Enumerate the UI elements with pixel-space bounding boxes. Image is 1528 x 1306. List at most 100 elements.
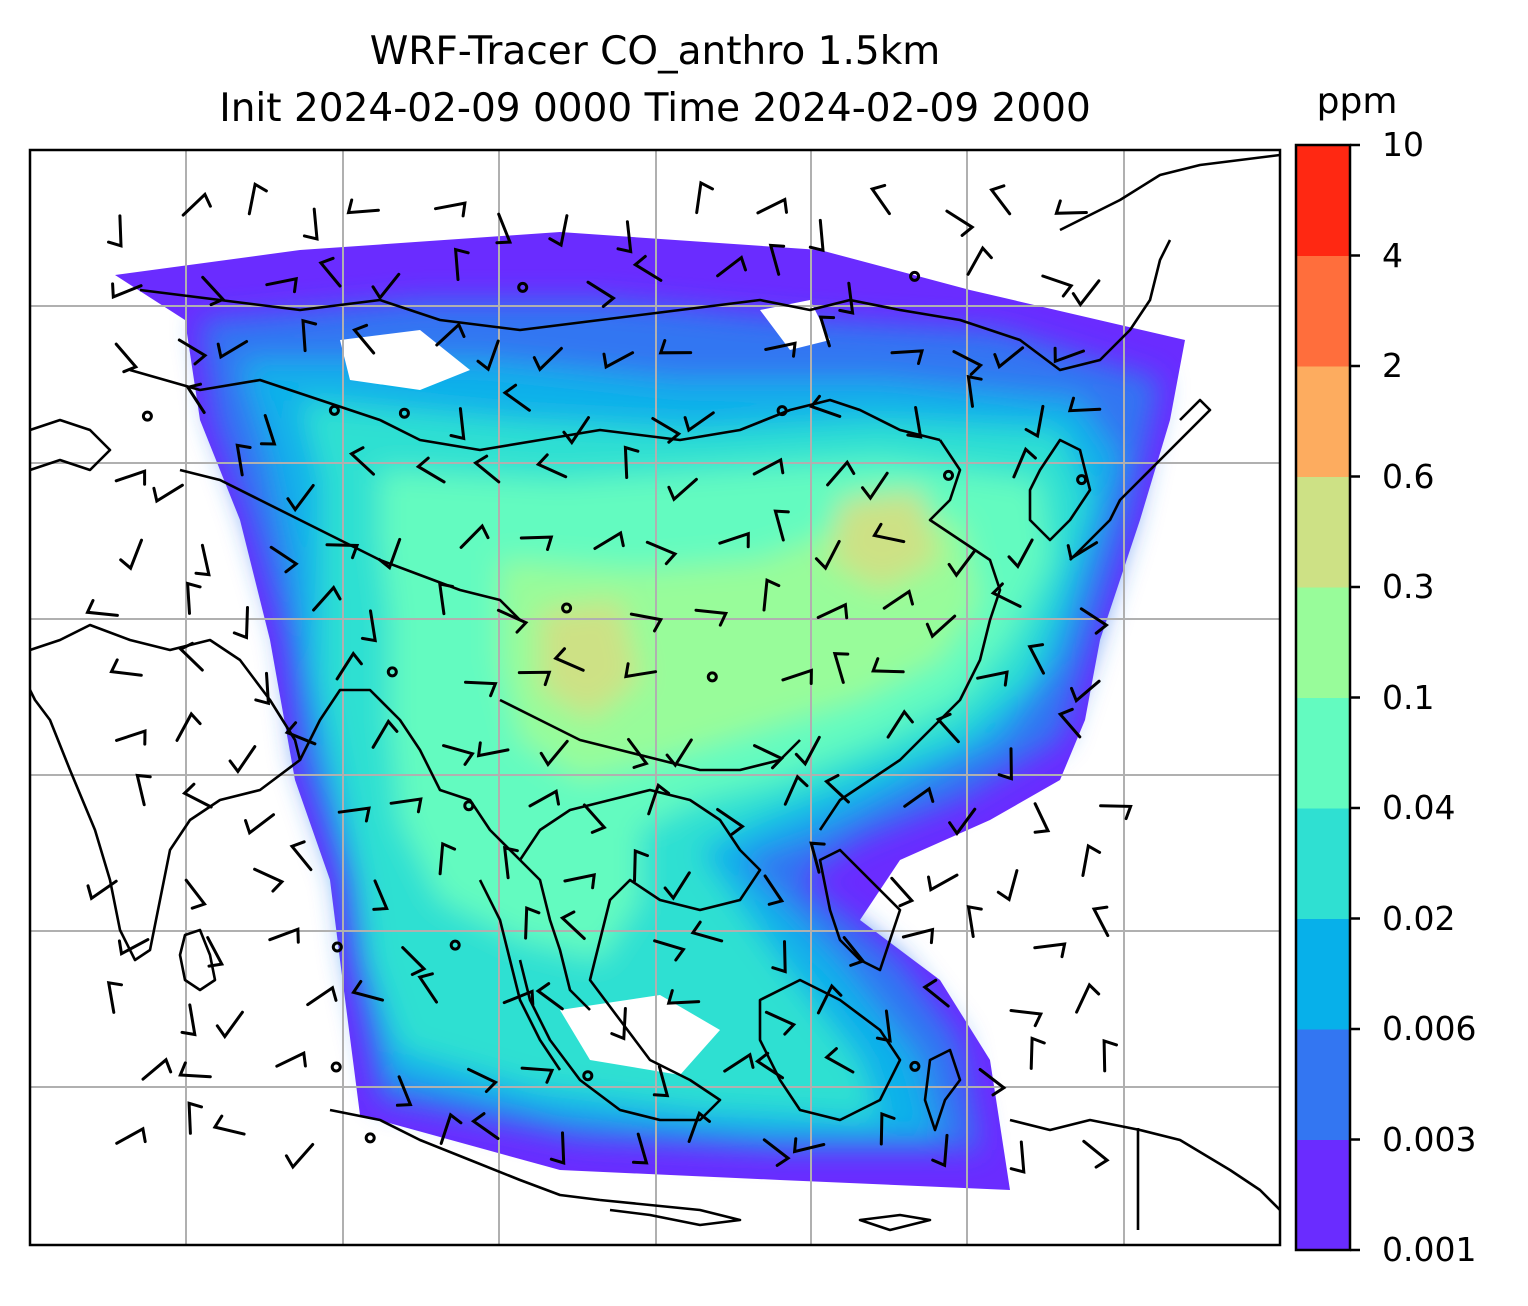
wind-barb <box>351 980 384 1002</box>
wind-barb <box>723 1052 755 1073</box>
wind-barb <box>651 417 682 444</box>
wind-barb <box>945 209 975 237</box>
wind-barb <box>1041 274 1074 298</box>
wind-barb <box>901 927 935 945</box>
colorbar-tick-label: 2 <box>1382 346 1403 385</box>
wind-barb <box>449 407 466 441</box>
wind-barb <box>623 445 640 479</box>
wind-barb <box>762 577 781 612</box>
wind-barb <box>115 729 147 746</box>
wind-barb <box>206 936 225 968</box>
wind-barb <box>586 280 616 308</box>
wind-barb <box>632 1132 649 1165</box>
wind-barb <box>337 806 371 823</box>
tracer-gap-south <box>560 995 720 1075</box>
wind-barb <box>666 989 701 1005</box>
wind-barb <box>275 1050 307 1068</box>
wind-barb <box>966 904 983 938</box>
wind-barb <box>861 471 889 501</box>
wind-barb <box>115 1126 147 1145</box>
wind-barb <box>395 1075 413 1107</box>
wind-barb <box>232 606 249 640</box>
wind-barb <box>1102 1038 1118 1073</box>
wind-barb <box>990 582 1022 608</box>
border-central-asia <box>129 368 941 452</box>
wind-barb <box>371 272 401 301</box>
wind-barb <box>178 641 204 672</box>
colorbar-segment <box>1296 255 1350 367</box>
wind-barb <box>442 744 475 766</box>
wind-barb <box>194 543 211 577</box>
wind-barb <box>476 741 510 758</box>
calm-marker <box>330 1061 342 1073</box>
wind-barb <box>439 1112 463 1145</box>
wind-barb <box>502 989 535 1006</box>
wind-barb <box>716 808 745 836</box>
wind-barb <box>553 647 585 672</box>
wind-barb <box>886 709 914 739</box>
wind-barb <box>823 773 850 804</box>
wind-barb <box>114 342 139 374</box>
colorbar-segment <box>1296 1029 1350 1140</box>
coast-java <box>599 1198 742 1227</box>
wind-barb <box>610 1007 627 1041</box>
wind-barb <box>826 459 856 487</box>
wind-barb <box>875 1009 892 1043</box>
wind-barb <box>754 1051 784 1080</box>
wind-barb <box>695 180 714 215</box>
wind-barb <box>1079 607 1109 635</box>
wind-barb <box>1007 538 1034 569</box>
wind-barb <box>1009 1009 1044 1028</box>
wind-barb <box>301 318 318 353</box>
wind-barb <box>502 383 531 412</box>
wind-barb <box>434 201 467 218</box>
wind-barb <box>181 782 213 809</box>
coast-russia-ne <box>1059 153 1280 232</box>
wind-barb <box>838 281 855 315</box>
wind-barb <box>952 350 984 376</box>
calm-marker <box>582 1070 594 1082</box>
wind-barb <box>593 530 625 550</box>
wind-barb <box>559 910 586 940</box>
wind-barb <box>832 652 850 684</box>
wind-barb <box>1054 199 1088 215</box>
wind-barb <box>978 1068 1007 1097</box>
wind-barb <box>993 346 1025 370</box>
wind-barb <box>109 658 143 677</box>
calm-marker <box>463 800 475 812</box>
coast-sumatra <box>329 1108 601 1202</box>
wind-barb <box>502 845 519 880</box>
wind-barb <box>756 197 788 215</box>
wind-barb <box>948 807 977 836</box>
wind-barb <box>927 873 959 893</box>
wind-barb <box>284 721 317 746</box>
wind-barb <box>178 1061 212 1079</box>
chart-title-line1: WRF-Tracer CO_anthro 1.5km <box>369 29 941 74</box>
wind-barb <box>842 936 866 967</box>
coast-japan <box>1069 398 1212 561</box>
coast-malay-peninsula <box>478 879 562 1071</box>
wind-barb <box>663 871 691 901</box>
calm-marker <box>386 666 398 678</box>
calm-marker <box>706 671 718 683</box>
wind-barb <box>476 339 500 372</box>
wind-barb <box>1070 679 1101 704</box>
tracer-gap-east <box>1000 800 1090 900</box>
wind-barb <box>1081 843 1102 877</box>
wind-barb <box>438 582 455 616</box>
wind-barb <box>890 349 925 365</box>
wind-barb <box>694 608 729 627</box>
wind-barb <box>562 416 590 446</box>
wind-barb <box>814 539 841 571</box>
wind-barb <box>181 191 212 217</box>
calm-marker <box>909 270 921 282</box>
coast-arabia <box>30 418 112 472</box>
wind-barb <box>818 315 836 348</box>
wind-barb <box>549 1131 566 1165</box>
wind-barb <box>216 340 249 360</box>
colorbar-tick-label: 0.003 <box>1382 1119 1477 1159</box>
colorbar <box>1294 143 1360 1252</box>
wind-barb <box>808 218 825 253</box>
colorbar-tick-label: 0.001 <box>1382 1230 1477 1269</box>
